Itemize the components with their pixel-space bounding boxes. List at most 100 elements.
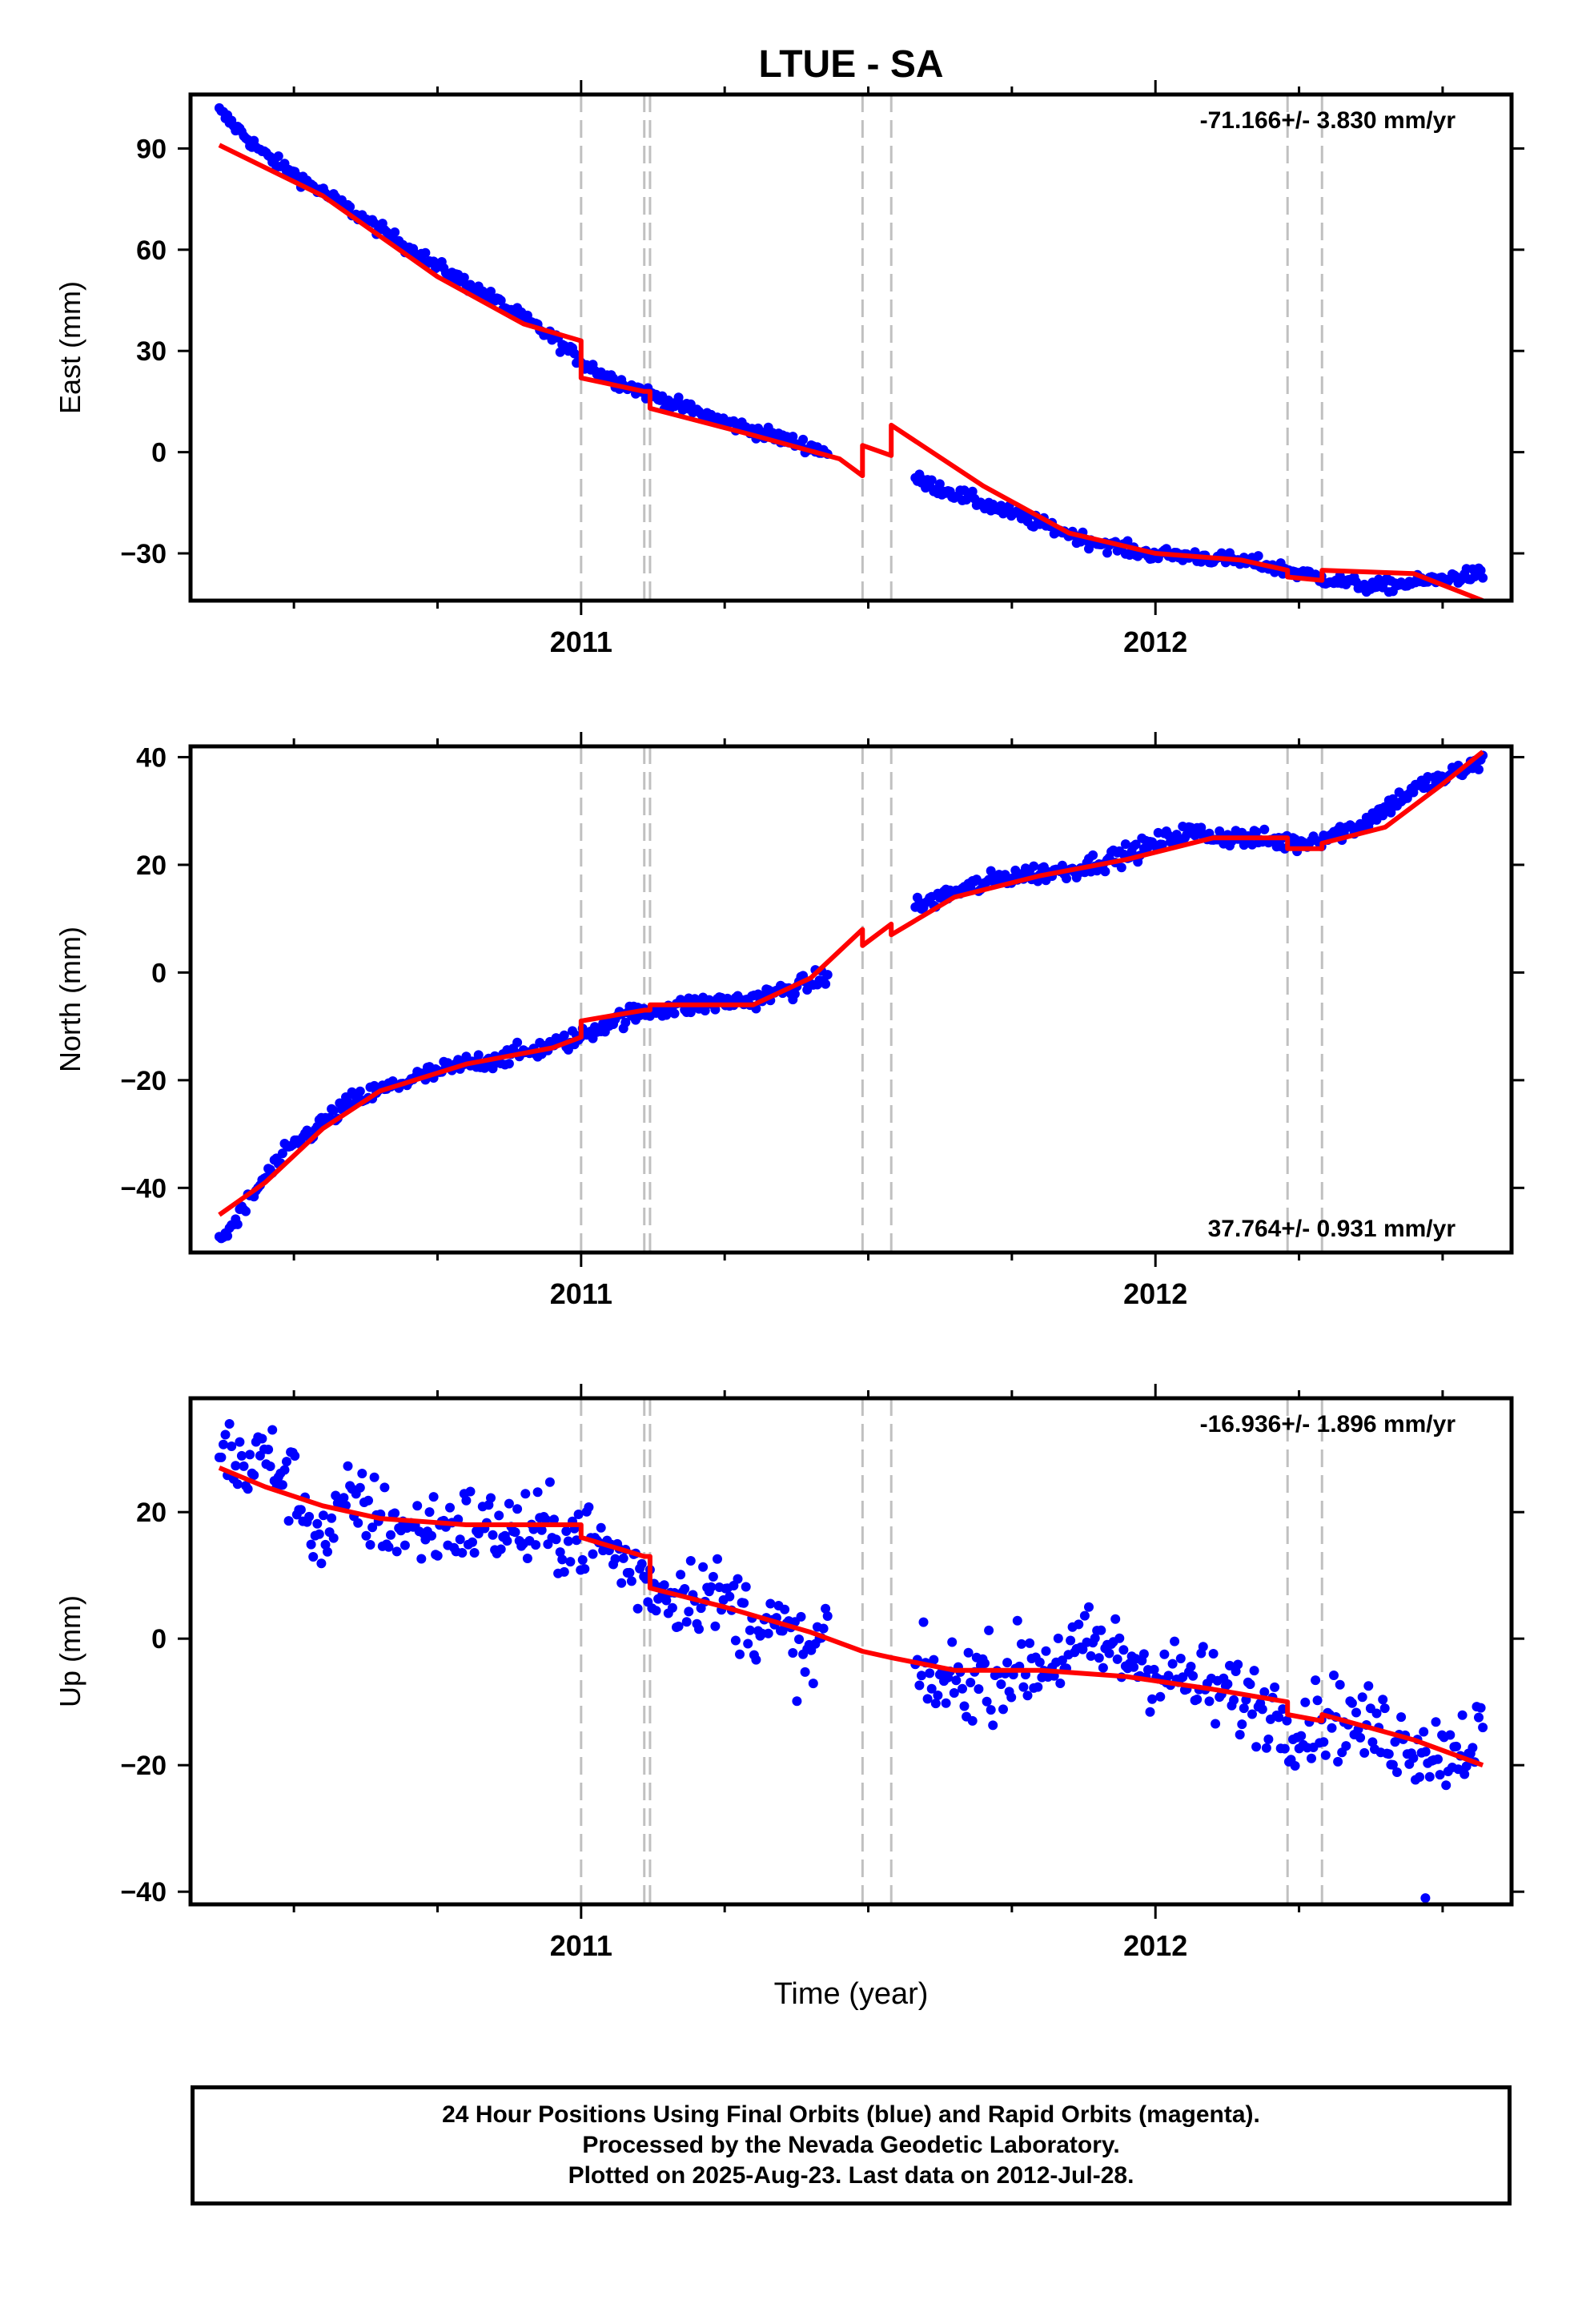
data-point — [520, 1489, 531, 1499]
data-point — [796, 1611, 806, 1622]
data-point — [1341, 1741, 1351, 1751]
data-point — [1307, 1753, 1316, 1763]
data-point — [327, 1513, 337, 1523]
data-point — [947, 1637, 958, 1647]
data-point — [459, 272, 469, 283]
data-point — [1300, 1697, 1311, 1707]
data-point — [469, 1548, 480, 1558]
data-point — [557, 1554, 568, 1565]
data-point — [743, 1638, 753, 1649]
data-point — [1371, 1708, 1382, 1719]
data-point — [236, 1450, 247, 1461]
y-tick-label: 0 — [151, 1624, 167, 1655]
data-point — [496, 296, 506, 306]
data-point — [930, 1699, 941, 1709]
data-point — [231, 1461, 241, 1471]
data-point — [681, 1617, 692, 1627]
data-point — [390, 1508, 400, 1518]
data-point — [1259, 1687, 1270, 1697]
data-point — [304, 1511, 315, 1522]
velocity-label: -71.166+/- 3.830 mm/yr — [1200, 107, 1456, 134]
data-point — [241, 1206, 251, 1216]
data-point — [361, 1530, 371, 1541]
data-point — [1235, 1730, 1245, 1740]
data-point — [504, 1059, 514, 1069]
data-point — [1211, 1719, 1221, 1729]
data-point — [1192, 1695, 1203, 1704]
footer-line-1: 24 Hour Positions Using Final Orbits (bl… — [442, 2101, 1260, 2128]
data-point — [494, 1510, 504, 1521]
data-point — [800, 1667, 810, 1677]
data-point — [306, 1539, 316, 1550]
data-point — [569, 348, 580, 359]
data-point — [1175, 1654, 1186, 1663]
data-point — [1363, 1681, 1374, 1691]
data-point — [1006, 1692, 1017, 1703]
y-tick-label: −40 — [120, 1877, 167, 1908]
data-point — [917, 1671, 926, 1681]
data-point — [1163, 1671, 1174, 1681]
data-point — [580, 1564, 590, 1574]
data-point — [616, 1578, 627, 1588]
data-point — [353, 1518, 363, 1528]
data-point — [1290, 1761, 1300, 1771]
data-point — [1478, 1723, 1488, 1733]
data-point — [461, 1495, 472, 1506]
data-point — [667, 1602, 677, 1613]
data-point — [473, 1050, 484, 1060]
data-point — [1396, 1712, 1407, 1723]
data-point — [565, 1557, 576, 1567]
data-point — [1279, 1743, 1290, 1754]
data-point — [549, 1514, 559, 1525]
data-point — [1025, 1638, 1035, 1648]
data-point — [792, 1696, 802, 1707]
data-point — [1327, 1723, 1337, 1733]
data-point — [257, 1433, 267, 1444]
data-point — [1129, 1662, 1139, 1672]
plot-frame — [188, 92, 1514, 603]
data-point — [967, 1715, 978, 1726]
data-point — [227, 1441, 237, 1451]
data-point — [959, 1701, 970, 1711]
data-point — [559, 1030, 569, 1040]
data-point — [428, 1492, 439, 1502]
data-point — [1383, 1749, 1394, 1759]
data-point — [1186, 1662, 1196, 1671]
data-point — [1233, 1659, 1243, 1670]
data-point — [290, 1451, 300, 1461]
data-point — [1018, 1682, 1029, 1692]
data-point — [561, 1526, 572, 1536]
data-point — [357, 1469, 367, 1478]
data-point — [821, 1603, 831, 1614]
y-tick-label: 20 — [136, 850, 167, 881]
data-point — [1104, 1648, 1114, 1659]
data-point — [573, 1510, 584, 1519]
data-point — [588, 1549, 598, 1559]
model-line — [218, 143, 1484, 601]
data-point — [263, 1445, 274, 1454]
x-axis-label: Time (year) — [774, 1977, 929, 2011]
data-point — [730, 1635, 741, 1646]
data-point — [1357, 1692, 1367, 1703]
data-point — [273, 151, 283, 161]
data-point — [1452, 1741, 1461, 1751]
data-point — [1053, 1633, 1063, 1643]
panel-2: 40 20 0 −20 −40 2011 2012 North (mm) 37.764+/- 0… — [54, 732, 1524, 1310]
y-axis-label: East (mm) — [54, 281, 86, 414]
data-point — [980, 1659, 990, 1668]
data-point — [966, 1678, 976, 1687]
data-point — [1249, 1666, 1259, 1676]
plot-frame — [188, 1396, 1514, 1907]
data-point — [465, 1486, 476, 1497]
data-point — [1074, 1619, 1084, 1630]
data-point — [1408, 1753, 1419, 1763]
data-point — [1420, 1893, 1431, 1904]
data-point — [1102, 548, 1112, 558]
data-point — [982, 1696, 992, 1707]
data-point — [355, 1482, 365, 1493]
data-point — [355, 1086, 365, 1096]
plot-frame — [188, 744, 1514, 1255]
data-point — [1419, 1727, 1429, 1737]
data-point — [1329, 1671, 1339, 1680]
data-point — [559, 1566, 569, 1577]
